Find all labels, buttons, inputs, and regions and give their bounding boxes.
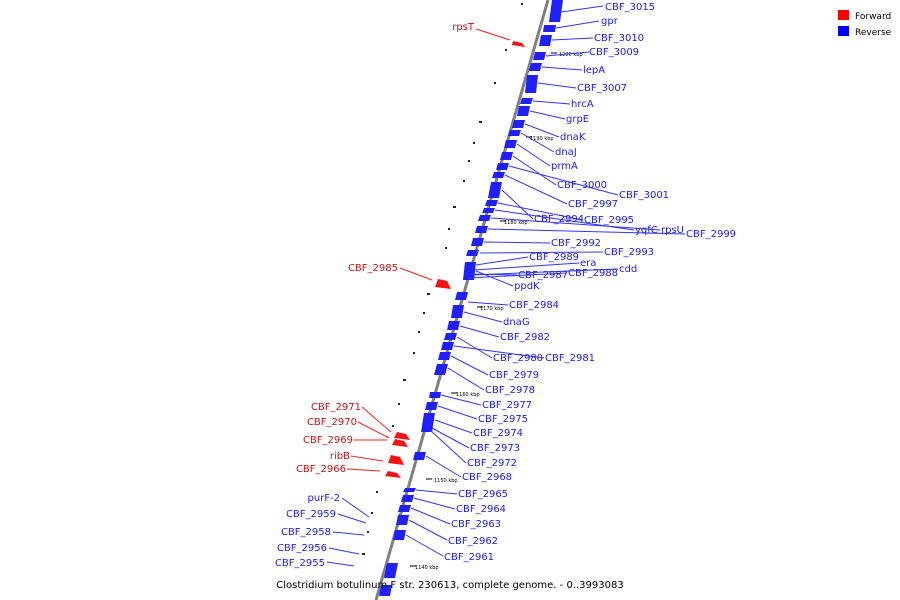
gene-label: CBF_2955	[275, 558, 325, 569]
legend: Forward Reverse	[838, 10, 892, 38]
gene-label: CBF_2995	[584, 215, 634, 226]
gene-label: hrcA	[571, 99, 594, 110]
gene-label: CBF_2994	[534, 214, 584, 225]
gene-label: CBF_2966	[296, 464, 346, 475]
forward-connectors	[346, 28, 511, 472]
gene-label: CBF_2975	[478, 414, 528, 425]
orf-dots	[362, 3, 523, 555]
gene-label: CBF_2985	[348, 263, 398, 274]
legend-forward-label: Forward	[855, 12, 891, 22]
gene-label: CBF_2981	[545, 353, 595, 364]
gene-label: era	[580, 258, 596, 269]
legend-forward-swatch	[838, 10, 849, 20]
map-caption: Clostridium botulinum F str. 230613, com…	[276, 580, 623, 591]
gene-label: CBF_3000	[557, 180, 607, 191]
gene-label: CBF_2968	[462, 472, 512, 483]
gene-label: CBF_3001	[619, 190, 669, 201]
gene-label: CBF_2980	[493, 353, 543, 364]
gene-label: CBF_2971	[311, 402, 361, 413]
gene-label: CBF_2997	[568, 199, 618, 210]
gene-label: yqfC	[635, 225, 658, 236]
forward-genes	[385, 41, 525, 478]
gene-label: CBF_2977	[482, 400, 532, 411]
gene-label: CBF_2962	[448, 536, 498, 547]
gene-label: CBF_2963	[451, 519, 501, 530]
gene-label: ribB	[330, 451, 350, 462]
gene-label: prmA	[551, 161, 578, 172]
gene-label: CBF_2979	[489, 370, 539, 381]
gene-label: dnaG	[503, 317, 530, 328]
reverse-gene-labels: CBF_3015 gpr CBF_3010 CBF_3009 lepA CBF_…	[275, 2, 736, 569]
gene-label: CBF_2974	[473, 428, 523, 439]
gene-label: CBF_2972	[467, 458, 517, 469]
gene-label: CBF_2969	[303, 435, 353, 446]
gene-label: CBF_2992	[551, 238, 601, 249]
gene-label: CBF_2989	[529, 252, 579, 263]
gene-label: CBF_2964	[456, 504, 506, 515]
gene-label: CBF_2982	[500, 332, 550, 343]
gene-label: CBF_2961	[444, 552, 494, 563]
gene-label: CBF_2956	[277, 543, 327, 554]
tick-label: 1180 kbp	[504, 220, 528, 226]
gene-label: CBF_2958	[281, 527, 331, 538]
gene-label: CBF_2978	[485, 385, 535, 396]
gene-label: CBF_2984	[509, 300, 559, 311]
gene-label: CBF_3010	[594, 33, 644, 44]
tick-label: 1160 kbp	[456, 392, 480, 398]
gene-label: CBF_2970	[307, 417, 357, 428]
gene-label: CBF_3015	[605, 2, 655, 13]
gene-label: rpsT	[452, 22, 475, 33]
gene-label: dnaJ	[555, 147, 577, 158]
gene-label: purF-2	[307, 493, 340, 504]
tick-labels: 1140 kbp 1150 kbp 1160 kbp 1170 kbp 1180…	[415, 52, 583, 571]
gene-label: CBF_2993	[604, 247, 654, 258]
gene-label: cdd	[619, 264, 637, 275]
reverse-genes	[379, 0, 563, 596]
gene-label: CBF_2988	[568, 268, 618, 279]
gene-label: CBF_2987	[518, 270, 568, 281]
gene-label: CBF_2973	[470, 443, 520, 454]
tick-label: 1170 kbp	[480, 306, 504, 312]
tick-label: 1140 kbp	[415, 565, 439, 571]
gene-label: CBF_2959	[286, 509, 336, 520]
gene-label: lepA	[583, 65, 605, 76]
reverse-connectors	[326, 5, 686, 567]
tick-label: 1150 kbp	[434, 478, 458, 484]
gene-label: dnaK	[560, 132, 586, 143]
legend-reverse-label: Reverse	[855, 28, 892, 38]
gene-label: CBF_3007	[577, 83, 627, 94]
gene-label: CBF_2999	[686, 229, 736, 240]
gene-label: gpr	[601, 16, 619, 27]
legend-reverse-swatch	[838, 26, 849, 36]
gene-label: ppdK	[514, 281, 540, 292]
forward-gene-labels: rpsT CBF_2985 CBF_2971 CBF_2970 CBF_2969…	[296, 22, 475, 475]
tick-label: 1200 kbp	[559, 52, 583, 58]
tick-label: 1190 kbp	[530, 136, 554, 142]
gene-label: CBF_2965	[458, 489, 508, 500]
gene-label: CBF_3009	[589, 47, 639, 58]
gene-label: grpE	[566, 114, 589, 125]
gene-label: rpsU	[661, 225, 684, 236]
